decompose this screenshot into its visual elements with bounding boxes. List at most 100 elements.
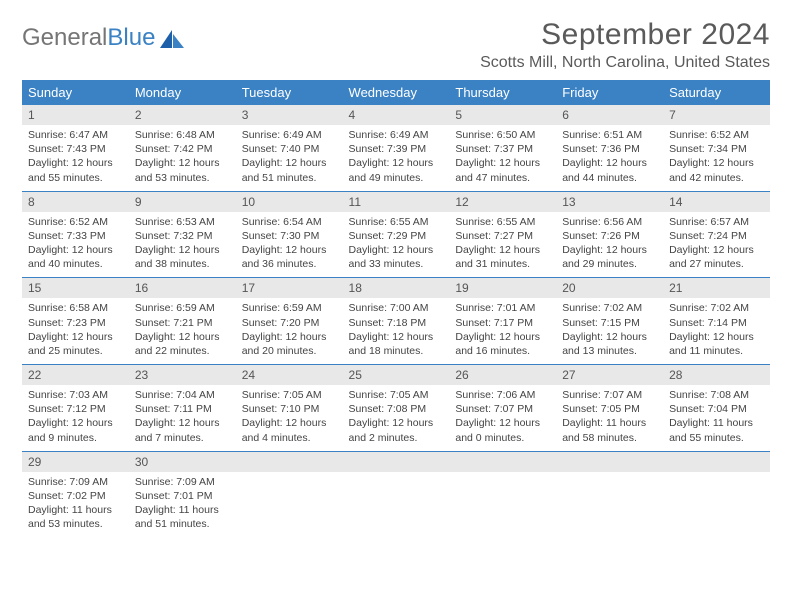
calendar-day-cell: 3Sunrise: 6:49 AMSunset: 7:40 PMDaylight…	[236, 105, 343, 191]
day-line-d2: and 16 minutes.	[455, 344, 550, 358]
day-body: Sunrise: 6:52 AMSunset: 7:34 PMDaylight:…	[663, 125, 770, 191]
day-line-d1: Daylight: 12 hours	[135, 416, 230, 430]
logo: GeneralBlue	[22, 18, 185, 52]
day-line-d2: and 51 minutes.	[135, 517, 230, 531]
day-line-d2: and 42 minutes.	[669, 171, 764, 185]
header: GeneralBlue September 2024 Scotts Mill, …	[22, 18, 770, 72]
day-number: 30	[129, 452, 236, 472]
day-body: Sunrise: 6:58 AMSunset: 7:23 PMDaylight:…	[22, 298, 129, 364]
day-line-sr: Sunrise: 7:09 AM	[135, 475, 230, 489]
day-body: Sunrise: 6:48 AMSunset: 7:42 PMDaylight:…	[129, 125, 236, 191]
day-line-sr: Sunrise: 6:59 AM	[242, 301, 337, 315]
day-line-ss: Sunset: 7:15 PM	[562, 316, 657, 330]
calendar-day-cell: 19Sunrise: 7:01 AMSunset: 7:17 PMDayligh…	[449, 278, 556, 365]
day-line-d1: Daylight: 12 hours	[349, 243, 444, 257]
day-number: 23	[129, 365, 236, 385]
day-line-sr: Sunrise: 6:57 AM	[669, 215, 764, 229]
day-line-d2: and 55 minutes.	[669, 431, 764, 445]
day-number: 16	[129, 278, 236, 298]
logo-text-2: Blue	[107, 24, 155, 52]
day-line-d1: Daylight: 12 hours	[242, 416, 337, 430]
weekday-header: Thursday	[449, 80, 556, 105]
weekday-header: Wednesday	[343, 80, 450, 105]
day-line-d1: Daylight: 11 hours	[562, 416, 657, 430]
day-number: 21	[663, 278, 770, 298]
calendar-day-cell: 6Sunrise: 6:51 AMSunset: 7:36 PMDaylight…	[556, 105, 663, 191]
title-block: September 2024 Scotts Mill, North Caroli…	[480, 18, 770, 72]
day-line-ss: Sunset: 7:30 PM	[242, 229, 337, 243]
day-line-ss: Sunset: 7:32 PM	[135, 229, 230, 243]
logo-text-1: General	[22, 24, 107, 52]
day-body: Sunrise: 6:52 AMSunset: 7:33 PMDaylight:…	[22, 212, 129, 278]
day-line-ss: Sunset: 7:08 PM	[349, 402, 444, 416]
day-line-sr: Sunrise: 6:59 AM	[135, 301, 230, 315]
calendar-day-cell: 26Sunrise: 7:06 AMSunset: 7:07 PMDayligh…	[449, 365, 556, 452]
weekday-header: Saturday	[663, 80, 770, 105]
day-number: 20	[556, 278, 663, 298]
day-line-sr: Sunrise: 6:52 AM	[28, 215, 123, 229]
day-body: Sunrise: 7:00 AMSunset: 7:18 PMDaylight:…	[343, 298, 450, 364]
calendar-day-cell: 20Sunrise: 7:02 AMSunset: 7:15 PMDayligh…	[556, 278, 663, 365]
day-line-d1: Daylight: 12 hours	[135, 243, 230, 257]
day-body: Sunrise: 7:09 AMSunset: 7:01 PMDaylight:…	[129, 472, 236, 538]
calendar-day-cell: 30Sunrise: 7:09 AMSunset: 7:01 PMDayligh…	[129, 451, 236, 537]
calendar-day-cell: 16Sunrise: 6:59 AMSunset: 7:21 PMDayligh…	[129, 278, 236, 365]
day-body: Sunrise: 7:02 AMSunset: 7:14 PMDaylight:…	[663, 298, 770, 364]
calendar-week-row: 15Sunrise: 6:58 AMSunset: 7:23 PMDayligh…	[22, 278, 770, 365]
day-line-d2: and 58 minutes.	[562, 431, 657, 445]
day-body: Sunrise: 7:06 AMSunset: 7:07 PMDaylight:…	[449, 385, 556, 451]
day-line-sr: Sunrise: 7:02 AM	[669, 301, 764, 315]
day-line-ss: Sunset: 7:40 PM	[242, 142, 337, 156]
day-body: Sunrise: 7:07 AMSunset: 7:05 PMDaylight:…	[556, 385, 663, 451]
day-line-d1: Daylight: 12 hours	[562, 330, 657, 344]
day-body: Sunrise: 6:55 AMSunset: 7:27 PMDaylight:…	[449, 212, 556, 278]
day-line-d2: and 40 minutes.	[28, 257, 123, 271]
day-number: 9	[129, 192, 236, 212]
day-line-ss: Sunset: 7:33 PM	[28, 229, 123, 243]
day-line-sr: Sunrise: 6:47 AM	[28, 128, 123, 142]
day-line-d1: Daylight: 12 hours	[28, 243, 123, 257]
day-line-d2: and 22 minutes.	[135, 344, 230, 358]
day-line-d1: Daylight: 12 hours	[28, 330, 123, 344]
day-line-ss: Sunset: 7:14 PM	[669, 316, 764, 330]
calendar-day-cell: 11Sunrise: 6:55 AMSunset: 7:29 PMDayligh…	[343, 191, 450, 278]
calendar-day-cell: 17Sunrise: 6:59 AMSunset: 7:20 PMDayligh…	[236, 278, 343, 365]
day-line-sr: Sunrise: 6:55 AM	[349, 215, 444, 229]
day-body: Sunrise: 7:02 AMSunset: 7:15 PMDaylight:…	[556, 298, 663, 364]
day-body: Sunrise: 7:04 AMSunset: 7:11 PMDaylight:…	[129, 385, 236, 451]
calendar-day-cell: 2Sunrise: 6:48 AMSunset: 7:42 PMDaylight…	[129, 105, 236, 191]
calendar-day-cell	[449, 451, 556, 537]
day-line-sr: Sunrise: 6:56 AM	[562, 215, 657, 229]
calendar-day-cell: 15Sunrise: 6:58 AMSunset: 7:23 PMDayligh…	[22, 278, 129, 365]
day-body: Sunrise: 6:47 AMSunset: 7:43 PMDaylight:…	[22, 125, 129, 191]
day-line-d1: Daylight: 12 hours	[28, 416, 123, 430]
day-line-d1: Daylight: 12 hours	[669, 243, 764, 257]
calendar-week-row: 8Sunrise: 6:52 AMSunset: 7:33 PMDaylight…	[22, 191, 770, 278]
day-line-sr: Sunrise: 6:53 AM	[135, 215, 230, 229]
weekday-header: Friday	[556, 80, 663, 105]
day-line-ss: Sunset: 7:27 PM	[455, 229, 550, 243]
day-line-d1: Daylight: 11 hours	[669, 416, 764, 430]
day-number: 11	[343, 192, 450, 212]
day-line-ss: Sunset: 7:12 PM	[28, 402, 123, 416]
day-line-ss: Sunset: 7:11 PM	[135, 402, 230, 416]
weekday-header: Tuesday	[236, 80, 343, 105]
day-body: Sunrise: 7:01 AMSunset: 7:17 PMDaylight:…	[449, 298, 556, 364]
day-body: Sunrise: 7:05 AMSunset: 7:10 PMDaylight:…	[236, 385, 343, 451]
day-line-ss: Sunset: 7:26 PM	[562, 229, 657, 243]
day-line-sr: Sunrise: 7:07 AM	[562, 388, 657, 402]
day-line-sr: Sunrise: 7:05 AM	[349, 388, 444, 402]
day-line-d2: and 51 minutes.	[242, 171, 337, 185]
day-line-d2: and 29 minutes.	[562, 257, 657, 271]
day-line-d2: and 27 minutes.	[669, 257, 764, 271]
day-number: 14	[663, 192, 770, 212]
day-number: 13	[556, 192, 663, 212]
day-number: 6	[556, 105, 663, 125]
day-number: 15	[22, 278, 129, 298]
day-number-empty	[343, 452, 450, 472]
calendar-week-row: 1Sunrise: 6:47 AMSunset: 7:43 PMDaylight…	[22, 105, 770, 191]
day-body: Sunrise: 6:59 AMSunset: 7:20 PMDaylight:…	[236, 298, 343, 364]
day-number: 4	[343, 105, 450, 125]
day-line-d2: and 55 minutes.	[28, 171, 123, 185]
day-line-d1: Daylight: 12 hours	[28, 156, 123, 170]
